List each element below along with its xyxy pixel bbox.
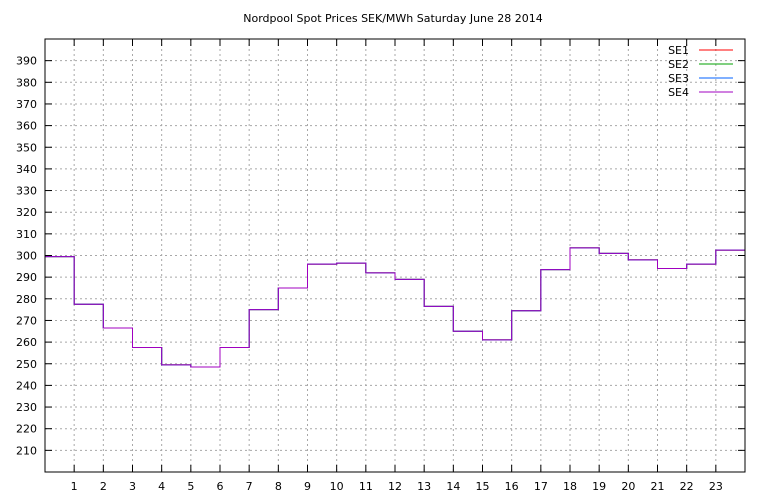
legend-label: SE3 — [668, 72, 689, 85]
x-tick-label: 3 — [129, 480, 136, 493]
x-tick-label: 17 — [534, 480, 548, 493]
y-tick-label: 300 — [16, 250, 37, 263]
y-tick-label: 330 — [16, 185, 37, 198]
y-tick-label: 220 — [16, 423, 37, 436]
x-tick-label: 5 — [187, 480, 194, 493]
x-tick-label: 20 — [621, 480, 635, 493]
y-tick-label: 290 — [16, 271, 37, 284]
x-tick-label: 22 — [680, 480, 694, 493]
x-tick-label: 8 — [275, 480, 282, 493]
y-tick-label: 360 — [16, 120, 37, 133]
y-tick-label: 380 — [16, 76, 37, 89]
y-tick-label: 230 — [16, 401, 37, 414]
axis-ticks: 2102202302402502602702802903003103203303… — [16, 39, 745, 493]
chart-title: Nordpool Spot Prices SEK/MWh Saturday Ju… — [243, 12, 543, 25]
x-tick-label: 19 — [592, 480, 606, 493]
y-tick-label: 350 — [16, 141, 37, 154]
x-tick-label: 21 — [651, 480, 665, 493]
y-tick-label: 240 — [16, 379, 37, 392]
x-tick-label: 6 — [217, 480, 224, 493]
x-tick-label: 15 — [476, 480, 490, 493]
x-tick-label: 23 — [709, 480, 723, 493]
y-tick-label: 370 — [16, 98, 37, 111]
y-tick-label: 390 — [16, 55, 37, 68]
x-tick-label: 1 — [71, 480, 78, 493]
x-tick-label: 4 — [158, 480, 165, 493]
y-tick-label: 250 — [16, 358, 37, 371]
series-lines — [45, 247, 745, 368]
y-tick-label: 280 — [16, 293, 37, 306]
x-tick-label: 2 — [100, 480, 107, 493]
x-tick-label: 14 — [446, 480, 460, 493]
x-tick-label: 7 — [246, 480, 253, 493]
x-tick-label: 18 — [563, 480, 577, 493]
legend-label: SE4 — [668, 86, 689, 99]
legend-label: SE2 — [668, 58, 689, 71]
series-line-se4 — [45, 247, 745, 368]
grid — [45, 39, 745, 472]
x-tick-label: 9 — [304, 480, 311, 493]
x-tick-label: 16 — [505, 480, 519, 493]
y-tick-label: 270 — [16, 314, 37, 327]
x-tick-label: 13 — [417, 480, 431, 493]
y-tick-label: 340 — [16, 163, 37, 176]
x-tick-label: 10 — [330, 480, 344, 493]
y-tick-label: 210 — [16, 444, 37, 457]
x-tick-label: 11 — [359, 480, 373, 493]
y-tick-label: 310 — [16, 228, 37, 241]
y-tick-label: 320 — [16, 206, 37, 219]
legend-label: SE1 — [668, 44, 689, 57]
y-tick-label: 260 — [16, 336, 37, 349]
x-tick-label: 12 — [388, 480, 402, 493]
